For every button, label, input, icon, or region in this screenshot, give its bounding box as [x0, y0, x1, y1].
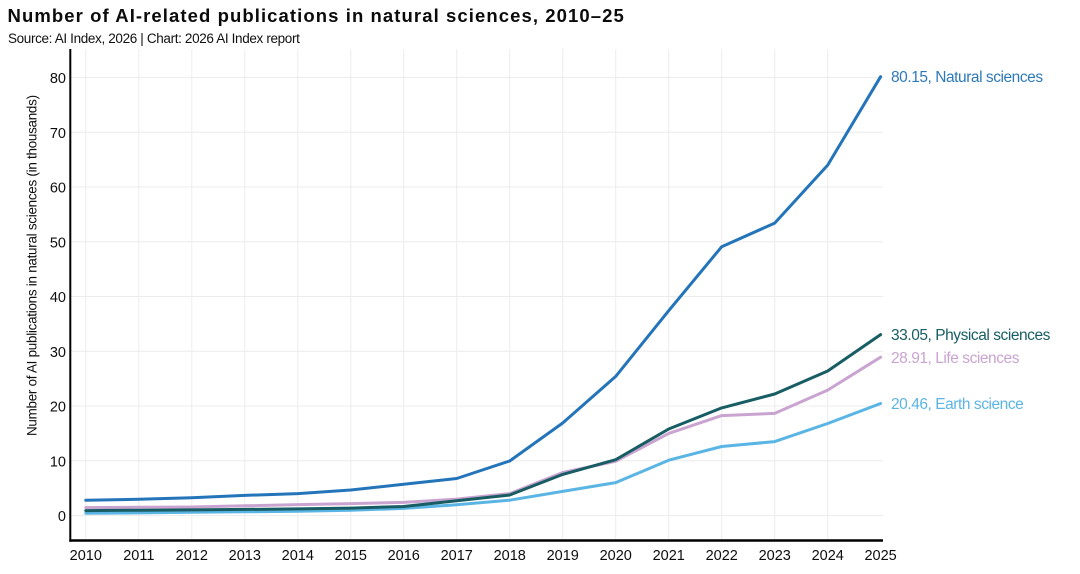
svg-text:2012: 2012: [176, 548, 208, 564]
svg-text:2010: 2010: [70, 548, 102, 564]
svg-text:10: 10: [50, 454, 66, 470]
svg-text:2018: 2018: [494, 548, 526, 564]
svg-text:2014: 2014: [282, 548, 314, 564]
svg-text:2022: 2022: [706, 548, 738, 564]
svg-text:33.05, Physical sciences: 33.05, Physical sciences: [891, 327, 1051, 344]
svg-text:2024: 2024: [812, 548, 844, 564]
svg-text:80.15, Natural sciences: 80.15, Natural sciences: [891, 69, 1043, 86]
svg-text:30: 30: [50, 345, 66, 361]
svg-text:2015: 2015: [335, 548, 367, 564]
svg-text:Number of AI publications in n: Number of AI publications in natural sci…: [24, 95, 39, 436]
svg-text:2025: 2025: [864, 548, 896, 564]
svg-text:40: 40: [50, 290, 66, 306]
svg-text:2016: 2016: [388, 548, 420, 564]
svg-text:2017: 2017: [441, 548, 473, 564]
svg-text:80: 80: [50, 71, 66, 87]
svg-text:50: 50: [50, 235, 66, 251]
svg-text:60: 60: [50, 181, 66, 197]
svg-text:20.46, Earth science: 20.46, Earth science: [891, 396, 1023, 413]
svg-text:2011: 2011: [123, 548, 154, 564]
svg-text:2013: 2013: [229, 548, 261, 564]
svg-text:0: 0: [58, 509, 66, 525]
svg-text:70: 70: [50, 126, 66, 142]
svg-text:28.91, Life sciences: 28.91, Life sciences: [891, 350, 1020, 367]
svg-text:20: 20: [50, 400, 66, 416]
svg-text:2021: 2021: [653, 548, 685, 564]
svg-text:2019: 2019: [547, 548, 579, 564]
svg-text:2023: 2023: [759, 548, 791, 564]
svg-text:2020: 2020: [600, 548, 632, 564]
